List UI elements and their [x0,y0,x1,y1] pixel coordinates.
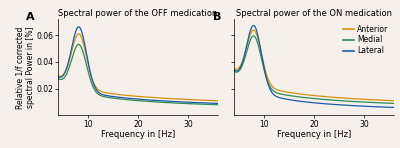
X-axis label: Frequency in [Hz]: Frequency in [Hz] [101,130,175,139]
Text: A: A [26,12,35,22]
Title: Spectral power of the ON medication: Spectral power of the ON medication [236,9,392,18]
Title: Spectral power of the OFF medication: Spectral power of the OFF medication [58,9,218,18]
Y-axis label: Relative 1/f corrected
spectral Power in [%]: Relative 1/f corrected spectral Power in… [15,26,36,108]
X-axis label: Frequency in [Hz]: Frequency in [Hz] [277,130,351,139]
Text: B: B [213,12,222,22]
Legend: Anterior, Medial, Lateral: Anterior, Medial, Lateral [341,23,390,57]
